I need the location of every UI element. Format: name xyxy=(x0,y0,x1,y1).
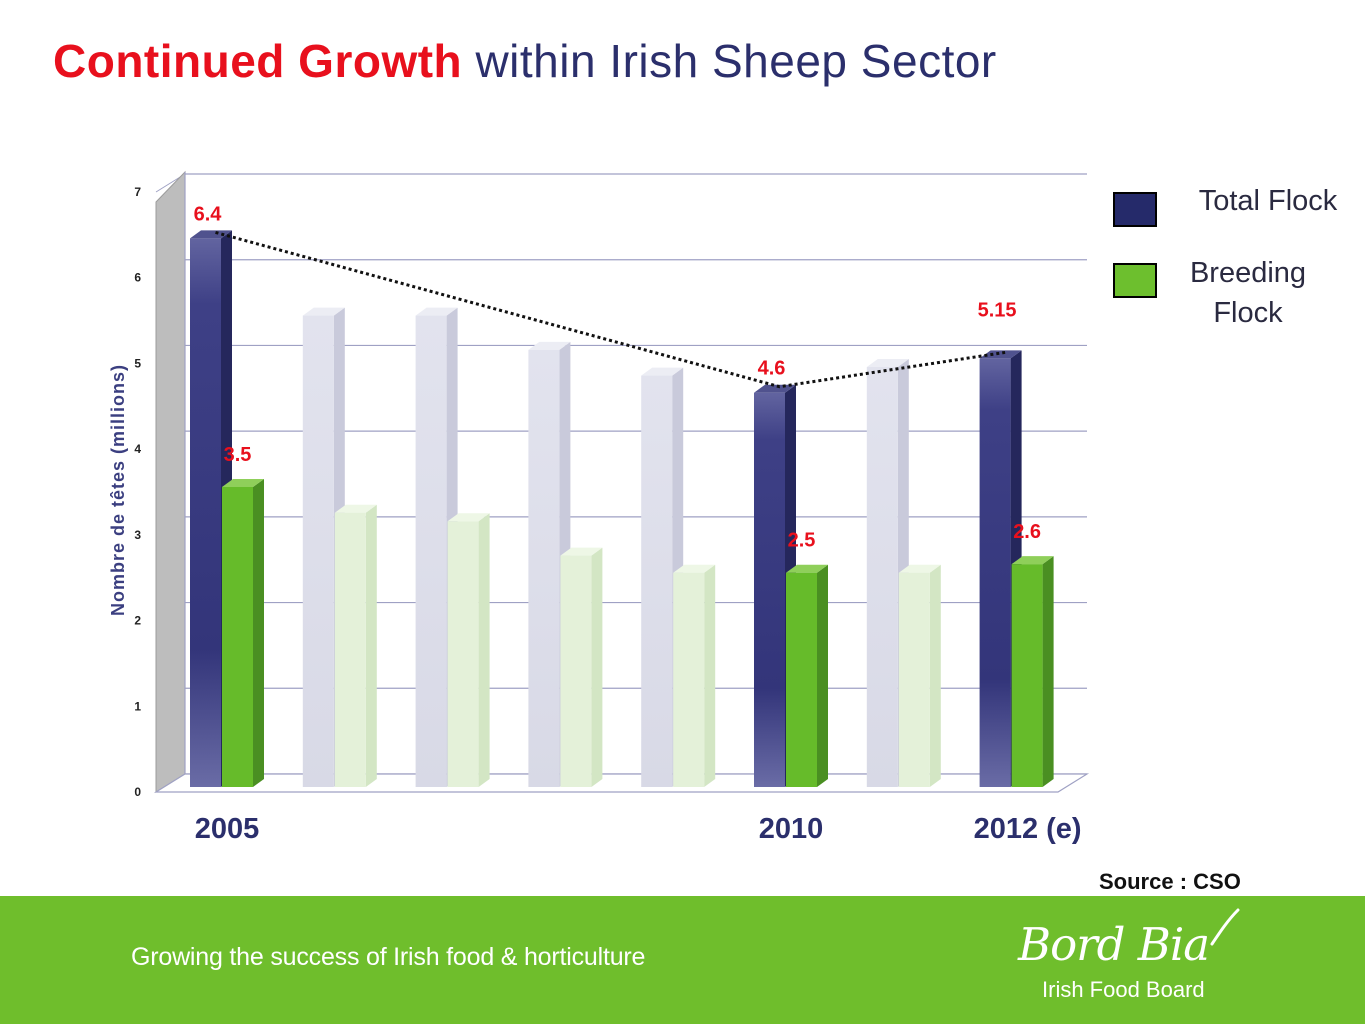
footer-bar xyxy=(0,896,1365,1024)
bar-breeding-flock-faded-side xyxy=(478,513,490,787)
y-tick-label: 3 xyxy=(134,528,141,542)
source-note: Source : CSO xyxy=(1099,869,1241,894)
bar-breeding-flock-faded xyxy=(334,504,377,787)
bar-breeding-flock-faded-top xyxy=(673,564,716,573)
bar-breeding-flock-side xyxy=(817,564,828,787)
bar-breeding-flock xyxy=(222,479,264,787)
bar-total-flock xyxy=(190,230,232,787)
bar-breeding-flock-faded-side xyxy=(591,547,603,787)
y-axis-title: Nombre de têtes (millions) xyxy=(108,364,128,616)
data-label: 5.15 xyxy=(978,299,1017,321)
bar-breeding-flock-front xyxy=(786,572,817,787)
bar-breeding-flock-side xyxy=(1042,556,1054,787)
x-category-label: 2012 (e) xyxy=(974,813,1082,845)
bar-total-flock-faded-front xyxy=(302,315,334,787)
chart-bars xyxy=(190,230,1054,787)
bar-breeding-flock-faded-top xyxy=(334,504,377,513)
bar-breeding-flock-faded-top xyxy=(898,564,941,573)
x-category-label: 2005 xyxy=(195,813,260,845)
trend-line xyxy=(215,230,1006,389)
bar-total-flock-faded-front xyxy=(641,375,673,787)
data-label: 2.5 xyxy=(788,530,816,552)
bar-total-flock-faded-front xyxy=(415,315,447,787)
brand-name: Bord Bia xyxy=(1018,918,1210,971)
bar-breeding-flock-front xyxy=(1011,564,1043,787)
bar-breeding-flock-faded xyxy=(898,564,941,787)
bar-breeding-flock-top xyxy=(786,564,828,573)
data-label: 6.4 xyxy=(194,203,223,225)
title-highlight: Continued Growth xyxy=(53,35,463,87)
bar-total-flock-faded-top xyxy=(528,341,571,350)
brand-subtitle: Irish Food Board xyxy=(1042,977,1205,1002)
data-label: 2.6 xyxy=(1013,521,1041,543)
bar-breeding-flock-faded-front xyxy=(560,555,592,787)
legend-label-breeding-flock: Breeding Flock xyxy=(1189,257,1307,329)
chart-side-wall xyxy=(155,170,186,793)
bar-total-flock-faded-top xyxy=(641,367,684,376)
bar-breeding-flock-faded-front xyxy=(898,572,930,787)
bar-breeding-flock-faded-side xyxy=(704,564,716,787)
bar-breeding-flock-faded xyxy=(447,513,490,787)
y-tick-label: 5 xyxy=(134,356,141,370)
legend-label-total-flock: Total Flock xyxy=(1198,185,1338,217)
bar-total-flock-top xyxy=(190,230,232,239)
bar-breeding-flock xyxy=(1011,556,1054,787)
chart-overlay: 2005 2010 2012 (e) 6.4 3.5 4.6 2.5 5.15 2.6 xyxy=(194,203,1082,845)
bar-total-flock-faded-top xyxy=(866,359,909,367)
y-tick-label: 4 xyxy=(134,442,141,456)
bar-total-flock-faded-top xyxy=(302,307,345,316)
bar-total-flock-faded-top xyxy=(415,307,458,316)
y-tick-label: 1 xyxy=(134,699,141,713)
bar-breeding-flock-faded-front xyxy=(447,521,479,787)
bar-breeding-flock-faded-front xyxy=(334,512,366,787)
chart-floor xyxy=(153,773,1090,793)
bar-breeding-flock-top xyxy=(222,479,264,487)
bar-breeding-flock-top xyxy=(1011,556,1054,565)
slide-title: Continued Growth within Irish Sheep Sect… xyxy=(53,34,997,88)
bar-breeding-flock-front xyxy=(222,487,253,787)
bar-total-flock-faded xyxy=(415,307,458,787)
y-tick-label: 0 xyxy=(134,785,141,799)
bar-breeding-flock-side xyxy=(253,479,264,787)
bar-total-flock-front xyxy=(979,358,1011,787)
title-rest: within Irish Sheep Sector xyxy=(475,35,997,87)
bar-total-flock-top xyxy=(979,350,1022,359)
bar-total-flock-front xyxy=(754,392,785,787)
bar-total-flock-front xyxy=(190,238,221,787)
y-tick-label: 6 xyxy=(134,271,141,285)
bar-breeding-flock-faded-side xyxy=(929,564,941,787)
data-label: 4.6 xyxy=(758,358,786,380)
legend-swatch-breeding-flock xyxy=(1113,263,1157,298)
bar-breeding-flock xyxy=(786,564,828,787)
bar-breeding-flock-faded xyxy=(560,547,603,787)
x-category-label: 2010 xyxy=(759,813,824,845)
y-tick-label: 2 xyxy=(134,614,141,628)
bar-total-flock-faded-front xyxy=(528,349,560,787)
logo-swoosh-icon xyxy=(1210,908,1240,946)
bar-breeding-flock-faded xyxy=(673,564,716,787)
y-tick-label: 7 xyxy=(134,185,141,199)
legend-swatch-total-flock xyxy=(1113,192,1157,227)
bar-breeding-flock-faded-front xyxy=(673,572,705,787)
bar-breeding-flock-faded-top xyxy=(447,513,490,522)
bord-bia-logo: Bord Bia Irish Food Board xyxy=(1018,908,1240,1003)
bar-breeding-flock-faded-side xyxy=(365,504,377,787)
data-label: 3.5 xyxy=(224,444,252,466)
footer-tagline: Growing the success of Irish food & hort… xyxy=(131,943,646,971)
bar-total-flock-faded-front xyxy=(866,367,898,787)
bar-breeding-flock-faded-top xyxy=(560,547,603,556)
